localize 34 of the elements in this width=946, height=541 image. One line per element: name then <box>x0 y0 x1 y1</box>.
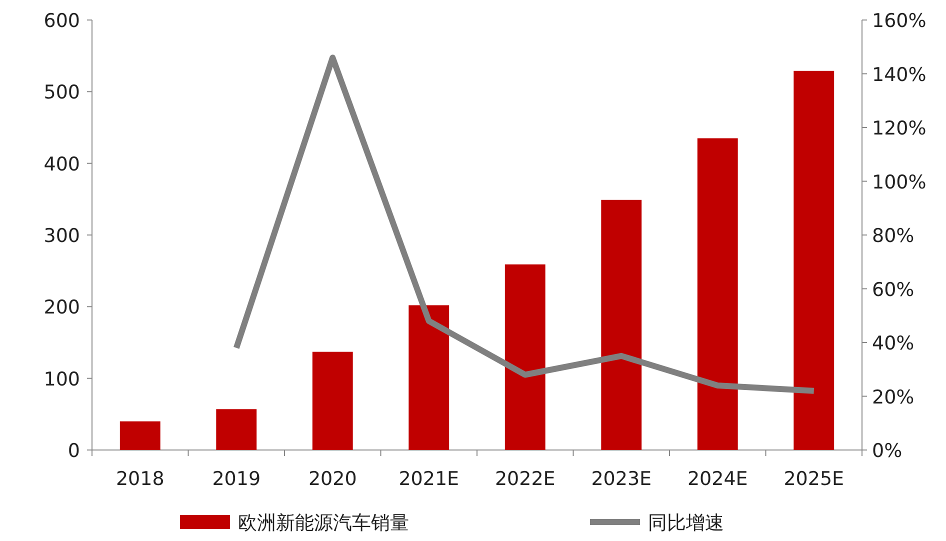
x-tick-label: 2025E <box>784 468 844 490</box>
y2-tick-label: 40% <box>872 332 914 354</box>
y2-tick-label: 120% <box>872 118 926 140</box>
y-tick-label: 600 <box>44 10 80 32</box>
bar <box>312 352 353 450</box>
bar <box>794 70 834 450</box>
y-tick-label: 200 <box>44 296 80 319</box>
x-tick-label: 2018 <box>116 468 164 490</box>
bar <box>697 138 738 450</box>
x-tick-label: 2024E <box>687 468 748 490</box>
x-tick-label: 2022E <box>494 468 556 490</box>
bar <box>504 264 546 450</box>
bar <box>216 409 257 450</box>
bar <box>120 421 160 450</box>
y-tick-label: 0 <box>68 440 80 462</box>
x-tick-label: 2020 <box>308 468 357 490</box>
y2-tick-label: 0% <box>872 440 902 462</box>
bar <box>408 305 450 450</box>
legend-label: 欧洲新能源汽车销量 <box>238 512 409 534</box>
y-tick-label: 100 <box>44 368 80 390</box>
y2-tick-label: 20% <box>872 386 914 408</box>
x-tick-label: 2019 <box>212 468 261 490</box>
y-tick-label: 300 <box>44 225 80 247</box>
legend-label: 同比增速 <box>648 512 724 534</box>
y2-tick-label: 60% <box>872 278 914 301</box>
y2-tick-label: 100% <box>872 171 926 194</box>
bar <box>601 200 642 450</box>
x-tick-label: 2023E <box>591 468 652 490</box>
y-tick-label: 500 <box>44 82 80 104</box>
x-tick-label: 2021E <box>398 468 460 490</box>
y2-tick-label: 160% <box>872 10 926 32</box>
y2-tick-label: 80% <box>872 225 914 247</box>
y2-tick-label: 140% <box>872 64 926 86</box>
y-tick-label: 400 <box>44 153 80 176</box>
